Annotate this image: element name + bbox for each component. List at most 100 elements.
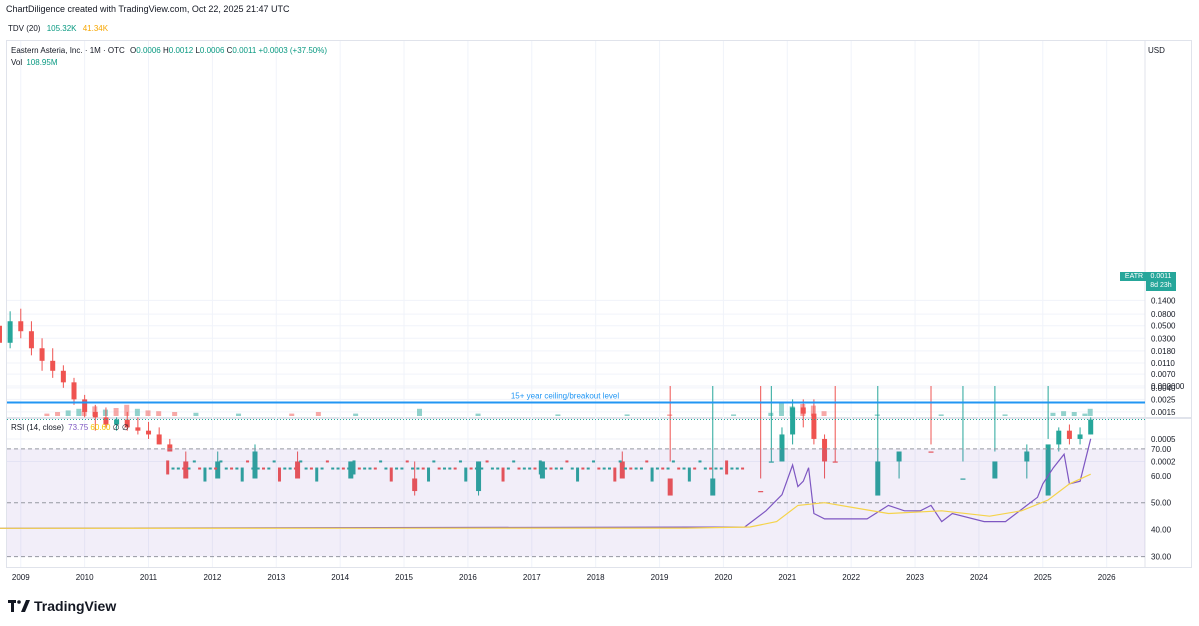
flat-candle (373, 467, 377, 470)
x-tick-label: 2026 (1098, 573, 1116, 582)
candle-body (1056, 430, 1062, 445)
rsi-pane-frame (6, 418, 1192, 568)
flat-candle (277, 467, 281, 482)
volume-bar (113, 408, 119, 416)
rsi-tick-label: 70.00 (1151, 445, 1172, 454)
flat-candle (565, 460, 569, 463)
candle-body (619, 461, 625, 479)
flat-candle (395, 467, 399, 470)
flat-candle (224, 467, 228, 470)
candle-body (667, 478, 673, 496)
y-tick-label: 0.0025 (1151, 395, 1176, 404)
flat-candle (235, 467, 239, 470)
y-tick-label: 0.0015 (1151, 408, 1176, 417)
x-tick-label: 2014 (331, 573, 349, 582)
flat-candle (448, 467, 452, 470)
flat-candle (288, 467, 292, 470)
volume-bar (289, 413, 295, 416)
flat-candle (741, 467, 745, 470)
flat-candle (453, 467, 457, 470)
candle-body (822, 438, 828, 462)
flat-candle (474, 467, 478, 470)
flat-candle (368, 467, 372, 470)
x-tick-label: 2021 (778, 573, 796, 582)
candle-body (0, 325, 2, 343)
flat-candle (347, 467, 351, 470)
flat-candle (325, 460, 329, 463)
flat-candle (639, 467, 643, 470)
flat-candle (522, 467, 526, 470)
flat-candle (506, 467, 510, 470)
flat-candle (182, 467, 186, 470)
flat-candle (421, 467, 425, 470)
flat-candle (682, 467, 686, 470)
flat-candle (267, 467, 271, 470)
candle-body (875, 461, 881, 496)
price-pane-frame (6, 40, 1192, 418)
rsi-value: 73.75 (68, 423, 89, 432)
x-tick-label: 2019 (651, 573, 669, 582)
x-tick-label: 2017 (523, 573, 541, 582)
volume-bar (475, 413, 481, 416)
price-badge-symbol: EATR (1120, 272, 1148, 281)
tdv-label: TDV (20) (8, 24, 41, 33)
y-tick-label: 0.0002 (1151, 457, 1176, 466)
flat-candle (645, 460, 649, 463)
flat-candle (661, 467, 665, 470)
rsi-label: RSI (14, close) (11, 423, 64, 432)
flat-candle (512, 460, 516, 463)
flat-candle (480, 467, 484, 470)
flat-candle (735, 467, 739, 470)
candle-body (135, 427, 141, 431)
candle-body (156, 434, 162, 445)
candle-body (146, 430, 152, 435)
attribution-header: ChartDiligence created with TradingView.… (6, 4, 290, 14)
flat-candle (458, 460, 462, 463)
candle-body (832, 461, 838, 463)
flat-candle (352, 460, 356, 475)
x-tick-label: 2018 (587, 573, 605, 582)
candle-body (60, 370, 66, 383)
candle-body (1066, 430, 1072, 439)
volume-bar (1087, 408, 1093, 416)
tdv-legend[interactable]: TDV (20) 105.32K 41.34K (8, 24, 108, 33)
flat-candle (496, 467, 500, 470)
rsi-legend[interactable]: RSI (14, close) 73.75 60.60 ∅ ∅ (11, 423, 129, 432)
flat-candle (719, 467, 723, 470)
flat-candle (666, 467, 670, 470)
vol-value: 108.95M (26, 58, 58, 67)
flat-candle (570, 467, 574, 470)
flat-candle (176, 467, 180, 470)
flat-candle (251, 467, 255, 470)
flat-candle (293, 467, 297, 470)
rsi-tick-label: 50.00 (1151, 499, 1172, 508)
flat-candle (208, 467, 212, 470)
rsi-tick-label: 40.00 (1151, 526, 1172, 535)
flat-candle (725, 460, 729, 475)
volume-bar (134, 408, 140, 416)
currency-label[interactable]: USD (1148, 46, 1165, 55)
symbol-legend[interactable]: Eastern Asteria, Inc. · 1M · OTC O0.0006… (11, 46, 327, 67)
candle-body (28, 331, 34, 349)
candle-body (348, 461, 354, 479)
flat-candle (230, 467, 234, 470)
candle-body (252, 451, 258, 479)
flat-candle (437, 467, 441, 470)
candle-body (758, 491, 764, 493)
x-tick-label: 2009 (12, 573, 30, 582)
candle-body (18, 321, 24, 332)
y-tick-label: 0.0005 (1151, 435, 1176, 444)
candle-body (928, 451, 934, 453)
rsi-extra-2: ∅ (121, 423, 129, 432)
volume-bar (76, 408, 82, 416)
candle-body (183, 461, 189, 479)
flat-candle (336, 467, 340, 470)
flat-candle (309, 467, 313, 470)
volume-bar (236, 413, 242, 416)
flat-candle (730, 467, 734, 470)
volume-bar (353, 413, 359, 416)
tradingview-logo: TradingView (8, 598, 116, 614)
y-tick-label: 0.0040 (1151, 384, 1176, 393)
flat-candle (528, 467, 532, 470)
